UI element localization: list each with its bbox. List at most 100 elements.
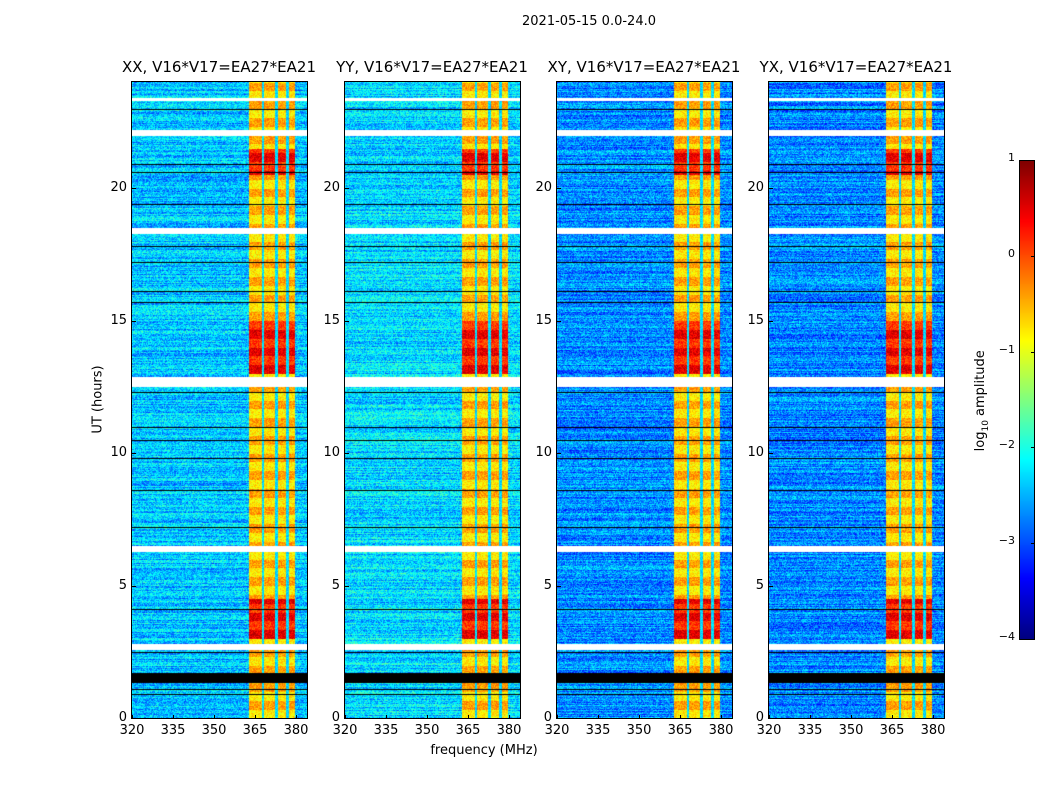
x-tick-label: 320 [756, 723, 782, 738]
y-tick-mark [769, 585, 773, 587]
waterfall-heatmap [769, 82, 944, 718]
x-tick-mark [509, 715, 511, 719]
y-tick-label: 20 [323, 180, 340, 195]
x-tick-mark [680, 715, 682, 719]
x-tick-label: 365 [455, 723, 481, 738]
x-tick-mark [557, 715, 558, 719]
y-tick-label: 15 [323, 312, 340, 328]
colorbar-tick-label: 0 [1008, 246, 1015, 260]
y-tick-mark [132, 585, 136, 587]
y-tick-label: 5 [118, 577, 127, 593]
y-tick-label: 0 [331, 710, 340, 725]
x-tick-label: 320 [544, 723, 570, 738]
x-tick-label: 350 [626, 723, 652, 738]
panel-title: YX, V16*V17=EA27*EA21 [759, 58, 953, 76]
x-tick-label: 335 [797, 723, 823, 738]
x-tick-mark [386, 715, 388, 719]
x-tick-label: 380 [283, 723, 309, 738]
y-tick-mark [132, 453, 136, 454]
x-tick-mark [598, 715, 600, 719]
x-tick-label: 350 [838, 723, 864, 738]
x-tick-label: 335 [585, 723, 611, 738]
panel-title: YY, V16*V17=EA27*EA21 [336, 58, 528, 76]
x-tick-mark [132, 715, 133, 719]
y-tick-label: 0 [543, 710, 552, 725]
y-tick-label: 5 [755, 577, 764, 593]
y-tick-mark [132, 320, 136, 322]
y-tick-mark [132, 188, 136, 189]
x-tick-mark [810, 715, 812, 719]
x-tick-mark [721, 715, 723, 719]
y-tick-label: 15 [535, 312, 552, 328]
y-tick-mark [345, 585, 349, 587]
y-tick-label: 20 [110, 180, 127, 195]
x-tick-mark [214, 715, 216, 719]
colorbar-tick-label: −3 [998, 534, 1015, 548]
x-tick-label: 335 [160, 723, 186, 738]
x-tick-mark [892, 715, 894, 719]
x-tick-mark [345, 715, 346, 719]
y-tick-mark [769, 718, 773, 719]
y-tick-label: 20 [535, 180, 552, 195]
y-tick-label: 10 [747, 445, 764, 460]
waterfall-panel [131, 81, 308, 719]
colorbar-tick-mark [1031, 639, 1035, 640]
y-axis-label: UT (hours) [90, 365, 106, 434]
colorbar-tick-label: −1 [998, 342, 1015, 356]
y-tick-label: 10 [535, 445, 552, 460]
waterfall-heatmap [132, 82, 307, 718]
y-tick-mark [345, 188, 349, 189]
x-tick-label: 320 [332, 723, 358, 738]
waterfall-panel [556, 81, 733, 719]
x-tick-mark [468, 715, 470, 719]
waterfall-panel [344, 81, 521, 719]
waterfall-heatmap [345, 82, 520, 718]
x-tick-label: 380 [496, 723, 522, 738]
y-tick-mark [769, 453, 773, 454]
y-tick-label: 15 [110, 312, 127, 328]
x-tick-mark [639, 715, 641, 719]
y-tick-label: 15 [747, 312, 764, 328]
x-tick-mark [933, 715, 935, 719]
x-tick-mark [173, 715, 175, 719]
panel-title: XY, V16*V17=EA27*EA21 [547, 58, 741, 76]
y-tick-mark [557, 188, 561, 189]
x-tick-mark [851, 715, 853, 719]
y-tick-label: 10 [323, 445, 340, 460]
colorbar [1019, 160, 1035, 640]
panel-title: XX, V16*V17=EA27*EA21 [121, 58, 316, 76]
x-tick-label: 380 [708, 723, 734, 738]
colorbar-tick-mark [1031, 160, 1035, 161]
y-tick-label: 20 [747, 180, 764, 195]
y-tick-mark [345, 718, 349, 719]
y-tick-label: 10 [110, 445, 127, 460]
x-tick-label: 365 [879, 723, 905, 738]
colorbar-tick-label: 1 [1008, 151, 1015, 164]
colorbar-tick-label: −2 [998, 438, 1015, 452]
y-tick-mark [345, 320, 349, 322]
x-tick-mark [427, 715, 429, 719]
y-tick-mark [769, 320, 773, 322]
x-tick-label: 380 [920, 723, 946, 738]
x-tick-label: 365 [242, 723, 268, 738]
y-tick-label: 5 [331, 577, 340, 593]
y-tick-mark [345, 453, 349, 454]
y-tick-label: 0 [118, 710, 127, 725]
y-tick-mark [557, 718, 561, 719]
waterfall-panel [768, 81, 945, 719]
colorbar-tick-mark [1031, 351, 1035, 353]
x-tick-mark [255, 715, 257, 719]
x-axis-label: frequency (MHz) [430, 743, 538, 758]
x-tick-label: 350 [201, 723, 227, 738]
figure-suptitle: 2021-05-15 0.0-24.0 [522, 14, 656, 29]
colorbar-tick-mark [1031, 447, 1035, 449]
waterfall-heatmap [557, 82, 732, 718]
x-tick-mark [296, 715, 298, 719]
x-tick-label: 320 [119, 723, 145, 738]
y-tick-label: 0 [755, 710, 764, 725]
y-tick-label: 5 [543, 577, 552, 593]
x-tick-label: 365 [667, 723, 693, 738]
y-tick-mark [557, 453, 561, 454]
y-tick-mark [557, 585, 561, 587]
y-tick-mark [132, 718, 136, 719]
